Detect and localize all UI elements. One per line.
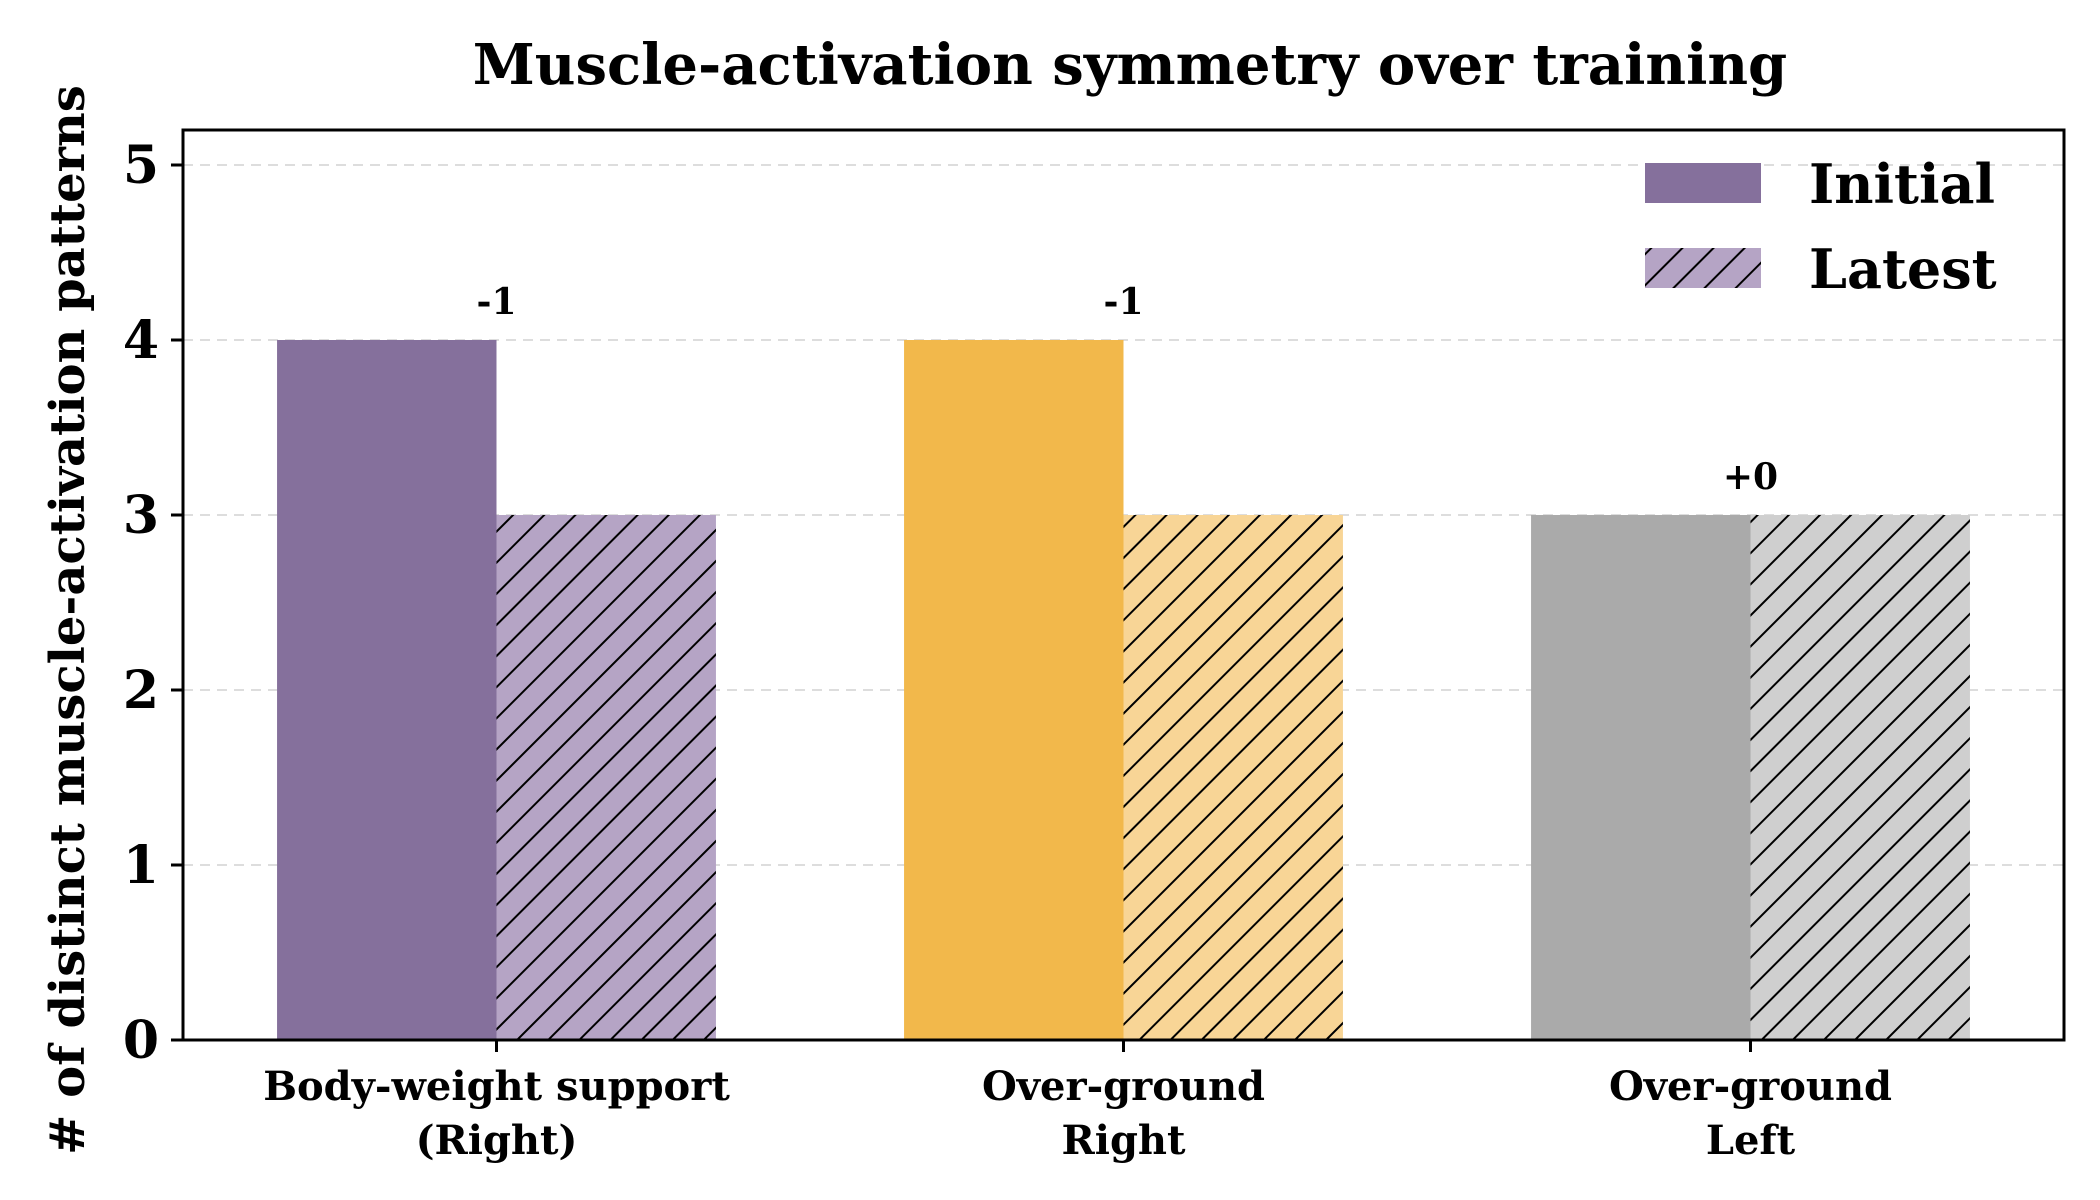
legend: Initial Latest: [1645, 152, 1997, 301]
legend-label-initial: Initial: [1809, 152, 1995, 216]
chart-title: Muscle-activation symmetry over training: [473, 32, 1787, 98]
y-tick-label: 3: [123, 485, 159, 546]
y-axis-label: # of distinct muscle-activation patterns: [40, 85, 96, 1155]
x-tick-label-line: Left: [1706, 1117, 1796, 1164]
difference-label: -1: [477, 281, 517, 323]
x-tick-label: Over-ground Left: [1609, 1063, 1892, 1164]
bar-initial: [277, 340, 497, 1040]
y-tick-label: 1: [123, 835, 159, 896]
bar-latest-hatch: [1750, 515, 1970, 1040]
x-tick-label-line: Body-weight support: [263, 1063, 730, 1110]
y-tick-label: 2: [123, 660, 159, 721]
legend-swatch-initial: [1645, 163, 1761, 203]
difference-label: +0: [1723, 456, 1778, 498]
y-tick-label: 0: [123, 1010, 159, 1071]
x-tick-label-line: Over-ground: [1609, 1063, 1892, 1110]
bar-latest-hatch: [1123, 515, 1343, 1040]
difference-labels: -1 -1 +0: [477, 281, 1779, 498]
bar-initial: [904, 340, 1124, 1040]
bar-latest-hatch: [496, 515, 716, 1040]
difference-label: -1: [1104, 281, 1144, 323]
y-tick-label: 5: [123, 135, 159, 196]
legend-label-latest: Latest: [1809, 237, 1997, 301]
bar-initial: [1531, 515, 1751, 1040]
y-tick-label: 4: [123, 310, 159, 371]
x-tick-label-line: (Right): [416, 1117, 578, 1164]
axes: 0 1 2 3 4 5 Body-weight support (Right) Over-gro…: [123, 135, 1892, 1164]
x-tick-label: Over-ground Right: [982, 1063, 1265, 1164]
x-tick-label: Body-weight support (Right): [263, 1063, 730, 1164]
bars: [277, 340, 1970, 1040]
x-tick-label-line: Over-ground: [982, 1063, 1265, 1110]
legend-swatch-latest-hatch: [1645, 248, 1761, 288]
x-tick-label-line: Right: [1062, 1117, 1186, 1164]
